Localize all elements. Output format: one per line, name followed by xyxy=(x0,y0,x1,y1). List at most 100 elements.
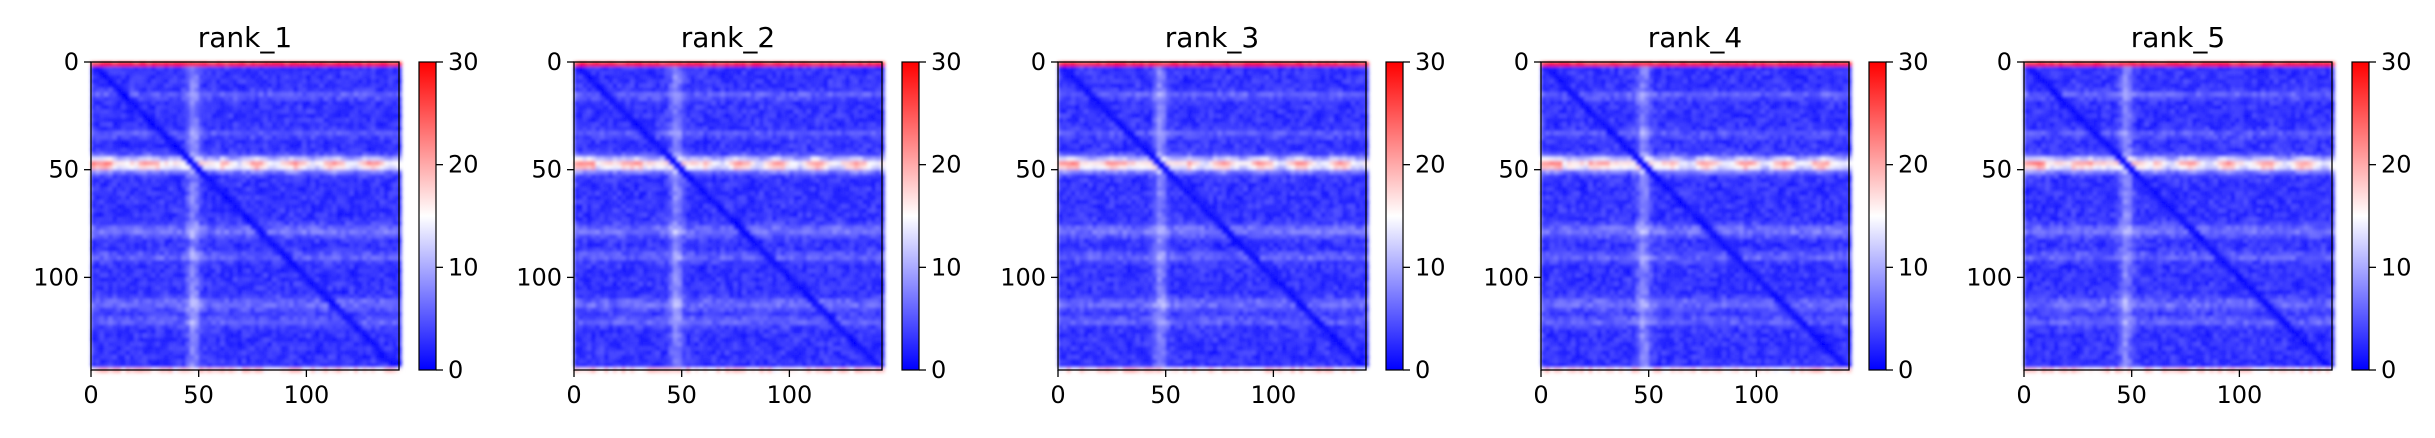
heatmap-cell xyxy=(203,333,208,339)
heatmap-cell xyxy=(159,165,165,171)
heatmap-cell xyxy=(259,234,264,240)
heatmap-cell xyxy=(315,161,320,166)
heatmap-cell xyxy=(203,74,208,80)
heatmap-cell xyxy=(155,74,161,80)
heatmap-cell xyxy=(237,195,243,201)
heatmap-cell xyxy=(297,182,303,188)
heatmap-cell xyxy=(353,83,359,89)
heatmap-cell xyxy=(267,350,273,356)
heatmap-cell xyxy=(172,247,178,253)
heatmap-cell xyxy=(112,217,118,222)
heatmap-cell xyxy=(207,62,213,67)
heatmap-cell xyxy=(177,298,183,304)
heatmap-cell xyxy=(172,118,178,123)
heatmap-cell xyxy=(190,74,195,80)
heatmap-cell xyxy=(116,165,122,171)
heatmap-cell xyxy=(164,316,170,322)
heatmap-cell xyxy=(164,74,170,80)
heatmap-cell xyxy=(112,303,118,309)
heatmap-cell xyxy=(345,307,351,313)
heatmap-cell xyxy=(129,337,135,343)
heatmap-cell xyxy=(263,195,269,201)
heatmap-cell xyxy=(164,130,170,136)
heatmap-cell xyxy=(358,135,363,141)
heatmap-cell xyxy=(164,354,170,360)
heatmap-cell xyxy=(353,204,359,210)
heatmap-cell xyxy=(362,143,368,149)
heatmap-cell xyxy=(332,346,338,352)
heatmap-cell xyxy=(95,195,101,201)
heatmap-cell xyxy=(319,316,325,322)
heatmap-cell xyxy=(388,118,394,123)
heatmap-cell xyxy=(379,62,385,67)
heatmap-cell xyxy=(108,161,114,166)
heatmap-cell xyxy=(121,225,127,231)
heatmap-cell xyxy=(168,324,174,330)
heatmap-cell xyxy=(302,281,307,287)
heatmap-cell xyxy=(99,83,105,89)
heatmap-cell xyxy=(323,242,329,248)
heatmap-cell xyxy=(310,290,316,296)
heatmap-cell xyxy=(383,316,389,322)
heatmap-cell xyxy=(315,199,320,205)
heatmap-cell xyxy=(125,342,131,347)
heatmap-cell xyxy=(246,311,251,317)
heatmap-cell xyxy=(228,221,234,227)
heatmap-cell xyxy=(112,337,118,343)
heatmap-cell xyxy=(194,333,200,339)
heatmap-cell xyxy=(276,273,282,278)
heatmap-cell xyxy=(211,307,217,313)
heatmap-cell xyxy=(159,316,165,322)
heatmap-cell xyxy=(228,354,234,360)
heatmap-cell xyxy=(289,354,295,360)
heatmap-cell xyxy=(220,122,226,128)
heatmap-cell xyxy=(138,298,144,304)
heatmap-cell xyxy=(151,247,157,253)
heatmap-cell xyxy=(215,139,221,145)
heatmap-cell xyxy=(259,199,264,205)
heatmap-cell xyxy=(99,346,105,352)
heatmap-cell xyxy=(371,186,376,192)
heatmap-cell xyxy=(224,79,230,85)
heatmap-cell xyxy=(392,105,398,110)
heatmap-cell xyxy=(215,354,221,360)
heatmap-cell xyxy=(159,286,165,291)
heatmap-cell xyxy=(95,126,101,132)
heatmap-cell xyxy=(99,87,105,93)
heatmap-cell xyxy=(280,264,286,270)
heatmap-cell xyxy=(340,273,346,278)
heatmap-cell xyxy=(327,92,333,98)
heatmap-cell xyxy=(280,199,286,205)
heatmap-cell xyxy=(319,290,325,296)
heatmap-cell xyxy=(259,346,264,352)
heatmap-cell xyxy=(125,354,131,360)
heatmap-cell xyxy=(289,264,295,270)
heatmap-cell xyxy=(323,83,329,89)
heatmap-cell xyxy=(362,260,368,266)
heatmap-cell xyxy=(366,290,372,296)
heatmap-cell xyxy=(198,178,204,184)
heatmap-cell xyxy=(349,329,355,334)
heatmap-cell xyxy=(121,238,127,244)
heatmap-cell xyxy=(172,225,178,231)
heatmap-cell xyxy=(293,333,299,339)
heatmap-cell xyxy=(164,268,170,274)
heatmap-cell xyxy=(203,247,208,253)
heatmap-cell xyxy=(297,337,303,343)
heatmap-cell xyxy=(332,122,338,128)
heatmap-cell xyxy=(116,238,122,244)
heatmap-cell xyxy=(181,87,187,93)
heatmap-cell xyxy=(164,182,170,188)
heatmap-cell xyxy=(388,83,394,89)
heatmap-cell xyxy=(310,234,316,240)
heatmap-cell xyxy=(151,286,157,291)
heatmap-cell xyxy=(310,174,316,179)
heatmap-cell xyxy=(194,186,200,192)
heatmap-cell xyxy=(306,79,312,85)
heatmap-cell xyxy=(362,324,368,330)
heatmap-cell xyxy=(302,100,307,106)
heatmap-cell xyxy=(379,74,385,80)
heatmap-cell xyxy=(103,329,109,334)
heatmap-cell xyxy=(302,303,307,309)
heatmap-cell xyxy=(388,195,394,201)
